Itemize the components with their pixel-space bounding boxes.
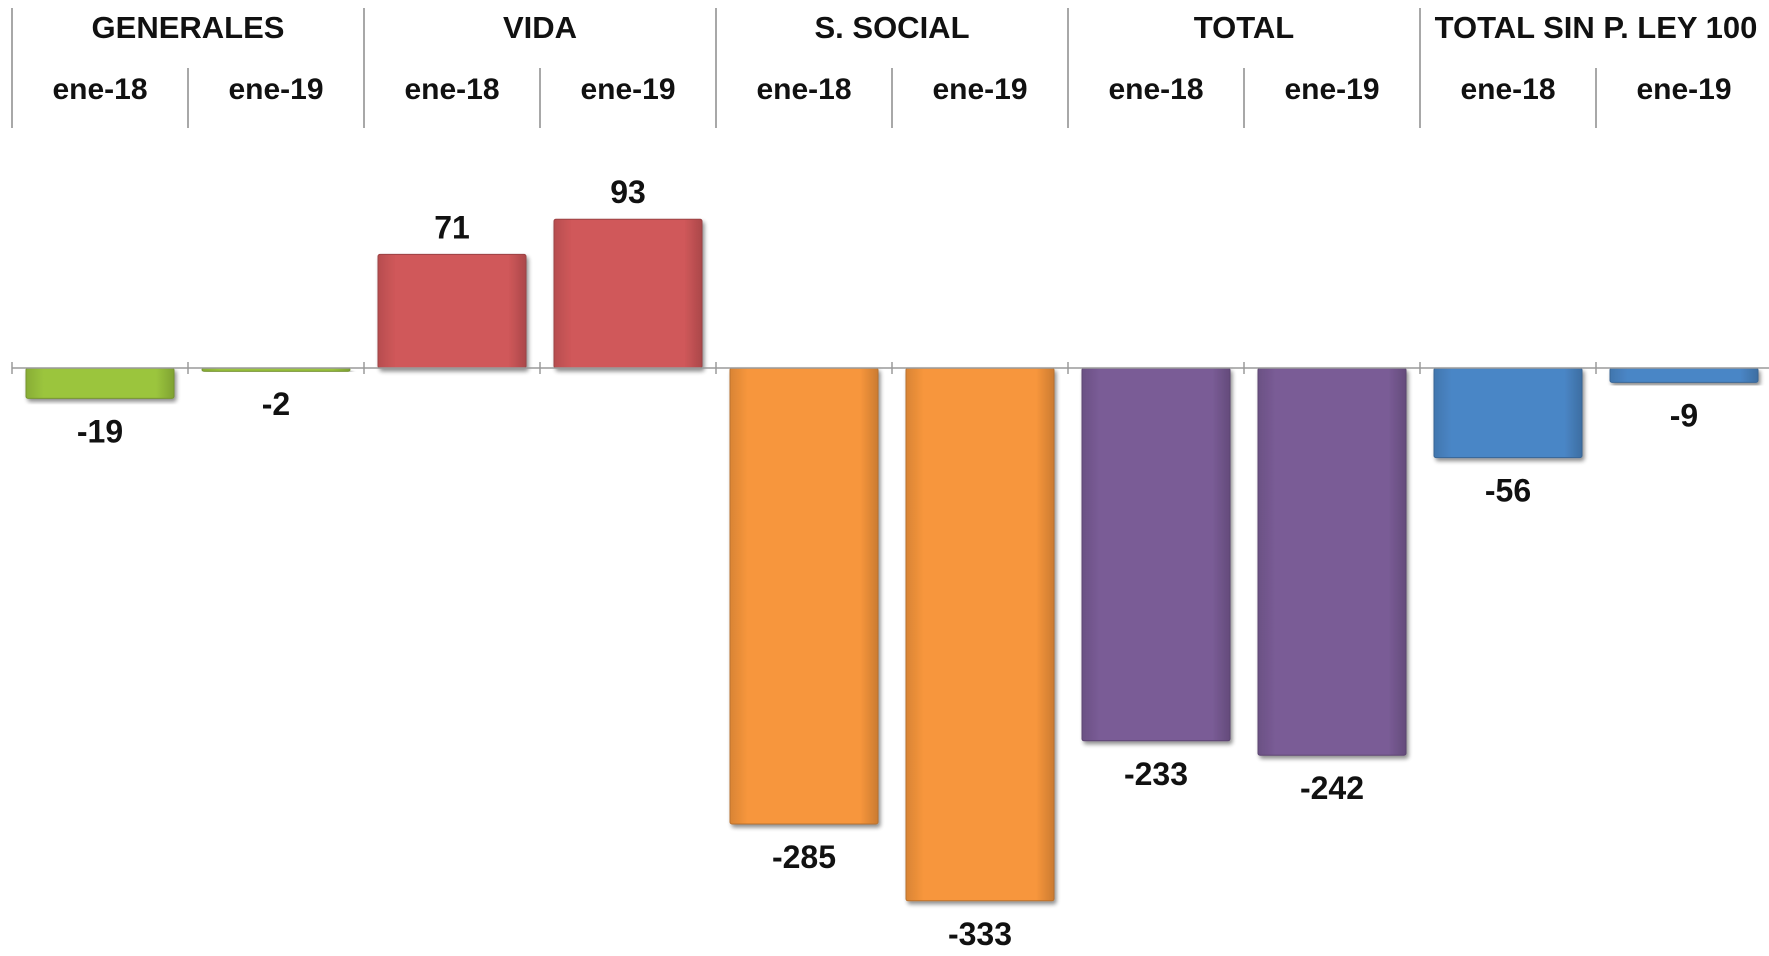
value-label-s-social-ene-19: -333 bbox=[948, 916, 1012, 952]
value-label-total-ene-18: -233 bbox=[1124, 756, 1188, 792]
period-label-total-sin-p-ley-100-ene-18: ene-18 bbox=[1460, 73, 1555, 106]
value-label-vida-ene-19: 93 bbox=[610, 174, 646, 210]
bar-total-ene-18 bbox=[1081, 367, 1231, 742]
value-label-generales-ene-18: -19 bbox=[77, 413, 123, 449]
period-label-s-social-ene-19: ene-19 bbox=[932, 73, 1027, 106]
period-label-total-sin-p-ley-100-ene-19: ene-19 bbox=[1636, 73, 1731, 106]
value-labels: -19 -2 71 93 -285 -333 -233 -242 -56 -9 bbox=[77, 174, 1698, 952]
period-label-total-ene-18: ene-18 bbox=[1108, 73, 1203, 106]
zero-axis bbox=[11, 362, 1769, 374]
period-label-vida-ene-18: ene-18 bbox=[404, 73, 499, 106]
group-label-total-sin-p-ley-100: TOTAL SIN P. LEY 100 bbox=[1435, 10, 1758, 45]
value-label-total-sin-p-ley-100-ene-19: -9 bbox=[1670, 397, 1698, 433]
value-label-total-sin-p-ley-100-ene-18: -56 bbox=[1485, 473, 1531, 509]
period-label-s-social-ene-18: ene-18 bbox=[756, 73, 851, 106]
group-label-vida: VIDA bbox=[503, 10, 577, 45]
bar-total-sin-p-ley-100-ene-19 bbox=[1609, 367, 1759, 383]
bar-vida-ene-18 bbox=[377, 253, 527, 369]
period-label-generales-ene-19: ene-19 bbox=[228, 73, 323, 106]
bars-layer bbox=[25, 218, 1759, 902]
bar-s-social-ene-18 bbox=[729, 367, 879, 825]
value-label-generales-ene-19: -2 bbox=[262, 386, 290, 422]
period-label-total-ene-19: ene-19 bbox=[1284, 73, 1379, 106]
bar-total-sin-p-ley-100-ene-18 bbox=[1433, 367, 1583, 459]
value-label-total-ene-19: -242 bbox=[1300, 770, 1364, 806]
bar-vida-ene-19 bbox=[553, 218, 703, 369]
bar-generales-ene-18 bbox=[25, 367, 175, 399]
group-label-s-social: S. SOCIAL bbox=[814, 10, 969, 45]
bar-s-social-ene-19 bbox=[905, 367, 1055, 902]
group-label-generales: GENERALES bbox=[92, 10, 285, 45]
group-label-total: TOTAL bbox=[1194, 10, 1294, 45]
value-label-s-social-ene-18: -285 bbox=[772, 839, 836, 875]
bar-total-ene-19 bbox=[1257, 367, 1407, 756]
period-label-generales-ene-18: ene-18 bbox=[52, 73, 147, 106]
period-label-vida-ene-19: ene-19 bbox=[580, 73, 675, 106]
value-label-vida-ene-18: 71 bbox=[434, 209, 470, 245]
